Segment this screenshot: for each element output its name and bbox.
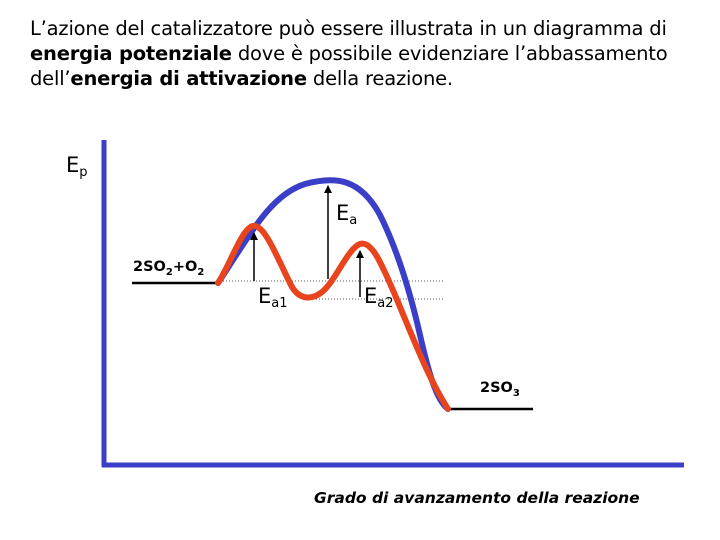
intro-bold-activation-energy: energia di attivazione [70,67,307,90]
ea2-label: Ea2 [364,284,394,311]
intro-text-1: L’azione del catalizzatore può essere il… [30,17,667,40]
x-axis-label: Grado di avanzamento della reazione [314,489,640,507]
ea1-label: Ea1 [258,284,288,311]
intro-text-2: dove è possibile evidenziare l’abbassame… [30,42,668,90]
products-label: 2SO3 [480,380,520,399]
intro-bold-potential-energy: energia potenziale [30,42,232,65]
intro-paragraph: L’azione del catalizzatore può essere il… [30,16,710,91]
catalyzed-curve [215,223,451,412]
uncatalyzed-curve [215,177,451,412]
y-axis-label: Ep [66,153,88,180]
intro-text-3: della reazione. [306,67,453,90]
reactants-label: 2SO2+O2 [133,259,204,278]
ea-label: Ea [336,201,357,228]
